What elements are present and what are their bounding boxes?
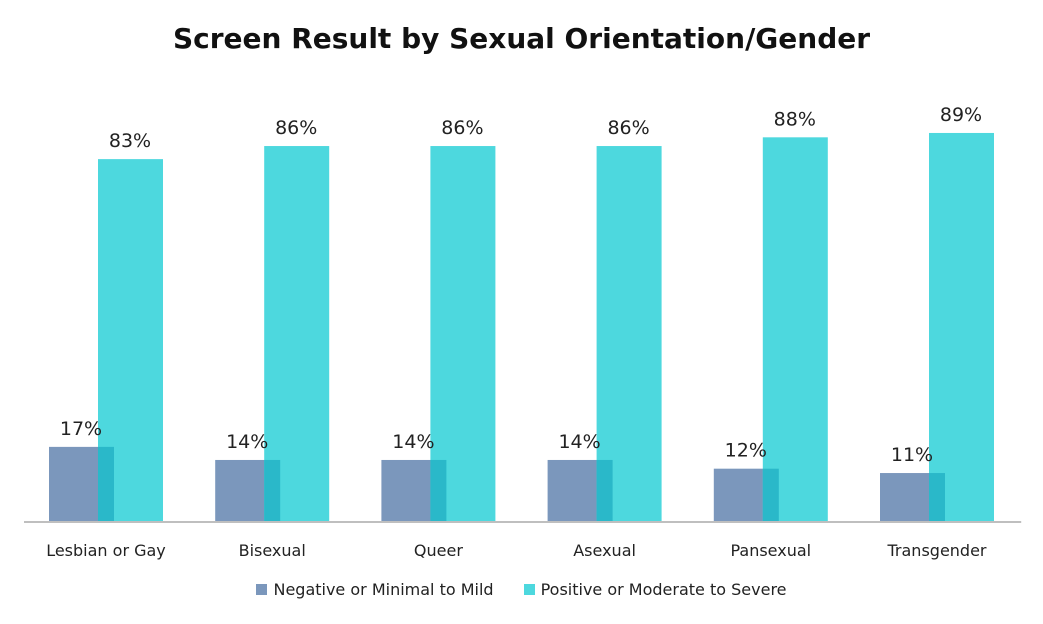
data-label-positive: 88% [774,108,816,130]
data-label-negative: 17% [60,418,102,440]
x-tick-label: Pansexual [730,541,811,560]
bar-positive [596,146,662,522]
legend: Negative or Minimal to Mild Positive or … [0,580,1043,599]
data-label-positive: 83% [109,130,151,152]
x-tick-label: Queer [414,541,463,560]
data-label-negative: 14% [558,431,600,453]
bar-overlap [929,473,945,521]
x-tick-label: Bisexual [239,541,306,560]
x-tick-label: Asexual [573,541,636,560]
data-label-positive: 89% [940,104,982,126]
bar-positive [264,146,330,522]
data-label-positive: 86% [275,117,317,139]
data-label-positive: 86% [441,117,483,139]
bar-overlap [264,459,281,521]
data-label-negative: 11% [891,444,933,466]
legend-swatch-negative [256,584,268,595]
bar-overlap [430,459,447,521]
bar-positive [929,132,994,521]
legend-item-positive: Positive or Moderate to Severe [523,580,787,599]
data-label-positive: 86% [607,117,649,139]
data-label-negative: 14% [392,431,434,453]
data-label-negative: 12% [725,440,767,462]
bar-overlap [762,468,779,521]
bar-overlap [596,459,613,521]
bar-positive [430,146,496,522]
x-tick-label: Transgender [887,541,987,560]
x-tick-label: Lesbian or Gay [46,541,166,560]
bar-overlap [98,446,114,521]
bar-positive [762,137,828,521]
legend-label-negative: Negative or Minimal to Mild [273,580,494,599]
data-label-negative: 14% [226,431,268,453]
legend-item-negative: Negative or Minimal to Mild [256,580,494,599]
legend-label-positive: Positive or Moderate to Severe [540,580,787,599]
chart-title: Screen Result by Sexual Orientation/Gend… [172,22,871,55]
legend-swatch-positive [523,584,535,595]
